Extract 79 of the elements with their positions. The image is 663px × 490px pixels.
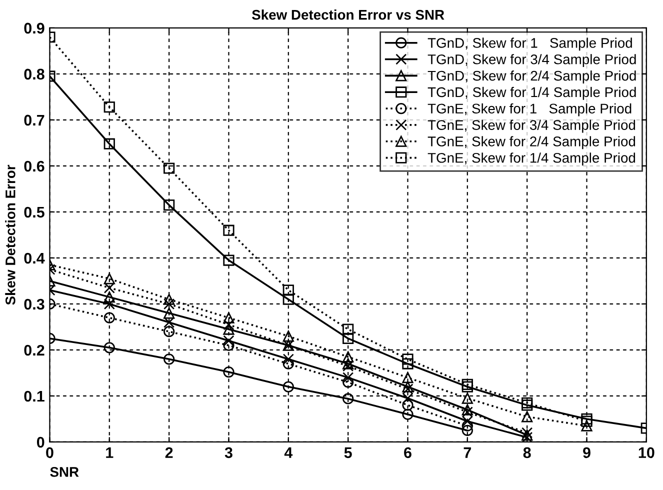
y-axis-title: Skew Detection Error bbox=[5, 164, 16, 305]
legend-label: TGnD, Skew for 1/4 Sample Priod bbox=[428, 86, 636, 100]
y-tick-label: 0.4 bbox=[24, 252, 45, 264]
point bbox=[164, 298, 175, 310]
point bbox=[223, 340, 234, 351]
point bbox=[522, 411, 533, 422]
y-tick-label: 0.3 bbox=[24, 298, 44, 310]
point bbox=[462, 392, 473, 404]
point bbox=[462, 381, 473, 392]
x-axis-title: SNR bbox=[50, 467, 79, 477]
y-tick-label: 0 bbox=[36, 436, 44, 448]
point bbox=[581, 420, 592, 432]
point bbox=[402, 358, 414, 370]
point bbox=[164, 308, 175, 319]
point bbox=[164, 199, 175, 211]
x-tick-label: 3 bbox=[224, 447, 232, 458]
y-tick-label: 0.7 bbox=[24, 114, 44, 126]
legend-label: TGnE, Skew for 3/4 Sample Priod bbox=[428, 120, 636, 133]
x-tick-label: 1 bbox=[106, 447, 114, 458]
y-tick-label: 0.6 bbox=[24, 160, 44, 172]
point bbox=[522, 397, 533, 408]
point bbox=[104, 342, 115, 354]
point bbox=[342, 393, 354, 404]
x-tick-label: 6 bbox=[404, 447, 412, 458]
chart-title: Skew Detection Error vs SNR bbox=[252, 10, 444, 20]
x-tick-label: 5 bbox=[344, 447, 352, 458]
y-tick-label: 0.8 bbox=[24, 68, 44, 80]
point bbox=[164, 162, 175, 174]
point bbox=[282, 330, 294, 342]
point bbox=[342, 324, 354, 335]
point bbox=[522, 400, 533, 411]
point bbox=[402, 372, 414, 384]
x-tick-label: 7 bbox=[464, 447, 471, 458]
point bbox=[282, 381, 294, 392]
point bbox=[104, 273, 115, 284]
legend-label: TGnD, Skew for 2/4 Sample Priod bbox=[428, 70, 636, 84]
x-tick-label: 4 bbox=[284, 447, 293, 458]
point bbox=[581, 413, 592, 425]
point bbox=[342, 376, 354, 388]
point bbox=[223, 366, 234, 378]
point bbox=[462, 404, 473, 416]
y-tick-label: 0.5 bbox=[24, 206, 44, 218]
point bbox=[282, 354, 294, 365]
point bbox=[164, 354, 175, 365]
point bbox=[581, 416, 592, 427]
point bbox=[342, 351, 354, 362]
point bbox=[164, 326, 175, 338]
point bbox=[104, 102, 115, 113]
point bbox=[402, 400, 414, 411]
point bbox=[223, 254, 234, 266]
point bbox=[104, 312, 115, 324]
legend-label: TGnE, Skew for 1/4 Sample Priod bbox=[428, 152, 636, 166]
point bbox=[223, 224, 234, 236]
point bbox=[104, 138, 115, 150]
x-tick-label: 8 bbox=[523, 447, 531, 458]
x-tick-label: 0 bbox=[46, 447, 54, 458]
y-tick-label: 0.2 bbox=[24, 344, 44, 356]
legend-label: TGnD, Skew for 1 Sample Priod bbox=[428, 38, 632, 51]
point bbox=[282, 358, 294, 370]
legend-label: TGnD, Skew for 3/4 Sample Priod bbox=[428, 54, 636, 68]
point bbox=[462, 424, 473, 436]
point bbox=[402, 408, 414, 420]
point bbox=[462, 378, 473, 390]
point bbox=[342, 372, 354, 384]
y-tick-label: 0.9 bbox=[24, 22, 44, 34]
point bbox=[282, 294, 294, 305]
point bbox=[223, 324, 234, 335]
point bbox=[342, 358, 354, 370]
legend-label: TGnE, Skew for 2/4 Sample Priod bbox=[428, 136, 636, 150]
legend-label: TGnE, Skew for 1 Sample Priod bbox=[428, 103, 632, 116]
point bbox=[402, 354, 414, 365]
x-tick-label: 2 bbox=[165, 447, 173, 458]
point bbox=[223, 312, 234, 324]
point bbox=[282, 284, 294, 296]
point bbox=[104, 282, 115, 294]
y-tick-label: 0.1 bbox=[24, 390, 44, 402]
x-tick-label: 9 bbox=[583, 447, 590, 458]
point bbox=[342, 332, 354, 344]
x-tick-label: 10 bbox=[638, 447, 654, 458]
